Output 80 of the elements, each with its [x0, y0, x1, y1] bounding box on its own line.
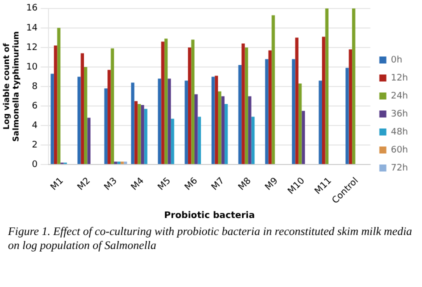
bar: [120, 162, 124, 164]
bar: [221, 96, 225, 164]
bar: [168, 78, 171, 164]
bar: [188, 47, 192, 164]
legend-label: 36h: [390, 109, 408, 120]
bar: [244, 47, 248, 164]
bar: [170, 118, 174, 164]
bar: [184, 80, 188, 164]
bar: [248, 96, 252, 164]
bar: [134, 101, 138, 164]
legend-label: 24h: [390, 91, 408, 102]
bar: [214, 76, 218, 164]
y-tick-label: 14: [26, 23, 38, 34]
bar: [251, 116, 255, 164]
bar: [298, 84, 302, 164]
y-tick-label: 6: [32, 101, 38, 112]
x-tick-label: M7: [210, 176, 227, 193]
bar: [322, 36, 326, 164]
bar: [104, 88, 108, 164]
y-tick-label: 2: [32, 140, 38, 150]
bar: [117, 162, 121, 164]
x-tick-label: M8: [236, 176, 254, 193]
bar: [108, 70, 111, 164]
bar: [131, 82, 134, 164]
y-tick-label: 8: [32, 82, 38, 92]
bar: [161, 42, 164, 164]
legend-label: 72h: [390, 163, 408, 174]
x-tick-label: M6: [183, 176, 200, 193]
y-tick-label: 4: [32, 120, 38, 131]
bar: [238, 65, 242, 164]
y-tick-label: 10: [26, 62, 38, 72]
bar: [50, 74, 54, 164]
bar: [84, 66, 88, 164]
x-tick-label: M5: [156, 176, 174, 193]
bar: [212, 76, 215, 164]
y-tick-label: 0: [32, 160, 38, 170]
bar: [318, 80, 322, 164]
bar: [272, 15, 275, 164]
bar: [191, 40, 194, 164]
y-axis-title: Log viable count of Salmonella typhimurium: [2, 31, 20, 142]
bar: [124, 162, 128, 164]
x-tick-label: M1: [49, 176, 66, 193]
bar: [114, 162, 118, 164]
bar: [224, 104, 228, 164]
legend-label: 60h: [390, 145, 408, 156]
bar: [57, 28, 60, 164]
bar: [140, 105, 144, 164]
bar: [218, 91, 222, 164]
bar: [198, 116, 201, 164]
bar: [352, 8, 356, 164]
x-axis-title: Probiotic bacteria: [164, 210, 255, 221]
bar: [54, 45, 58, 164]
x-tick-label: M9: [264, 176, 280, 193]
legend-label: 48h: [390, 127, 408, 138]
bar: [77, 76, 81, 164]
bar: [138, 104, 141, 164]
bar: [87, 118, 90, 164]
bar: [194, 94, 198, 164]
bar: [325, 8, 329, 164]
bar: [292, 59, 296, 164]
legend-label: 0h: [390, 55, 402, 66]
x-tick-label: M3: [102, 176, 120, 193]
y-tick-label: 16: [26, 4, 38, 14]
bar: [164, 38, 168, 164]
bar: [302, 110, 305, 164]
legend-label: 12h: [390, 73, 408, 84]
bar: [144, 108, 148, 164]
x-tick-label: M4: [130, 176, 146, 193]
x-tick-label: M2: [76, 176, 93, 193]
bar: [268, 50, 272, 164]
caption: Figure 1. Effect of co-culturing with probiotic bacteria in reconstituted skim milk media on log population of Salmonella: [7, 225, 414, 254]
bar: [348, 49, 352, 164]
bar: [80, 53, 84, 164]
bar: [265, 59, 268, 164]
bar: [346, 68, 349, 164]
bar: [242, 44, 245, 164]
y-tick-label: 12: [26, 42, 38, 53]
bar: [110, 48, 114, 164]
bar: [295, 38, 298, 164]
bar: [158, 78, 162, 164]
